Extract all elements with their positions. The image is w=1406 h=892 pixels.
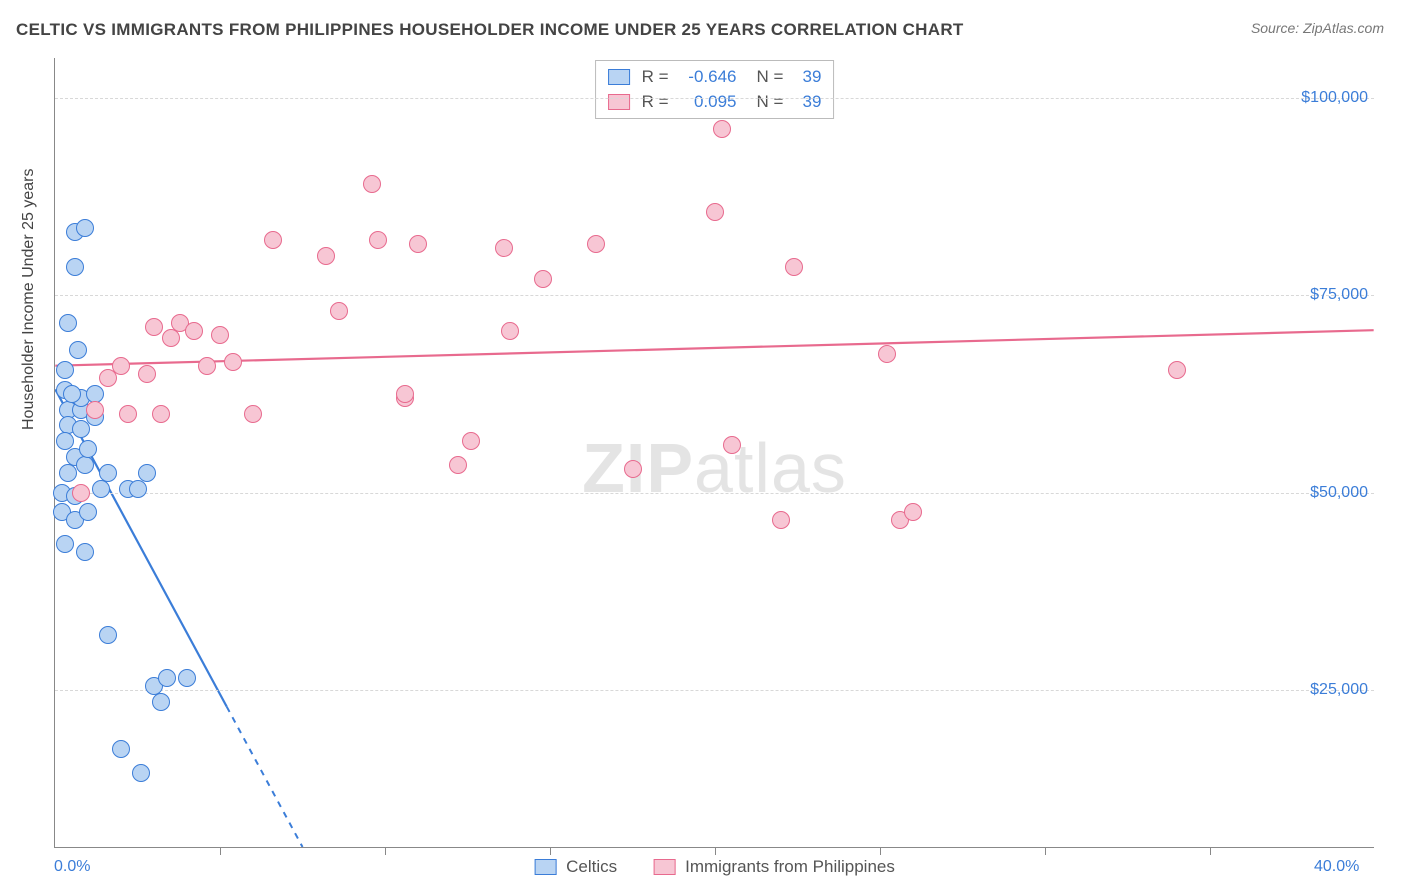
stat-N-value: 39 [793,90,821,115]
plot-area: ZIPatlas R = -0.646 N = 39 R = 0.095 N =… [54,58,1374,848]
legend-label: Celtics [566,857,617,877]
stat-N-label: N = [757,90,784,115]
legend-row-philippines: R = 0.095 N = 39 [608,90,822,115]
data-point [317,247,335,265]
data-point [904,503,922,521]
x-tick [550,847,551,855]
data-point [185,322,203,340]
data-point [495,239,513,257]
data-point [112,357,130,375]
data-point [59,314,77,332]
data-point [501,322,519,340]
data-point [462,432,480,450]
data-point [112,740,130,758]
data-point [63,385,81,403]
x-axis-max: 40.0% [1314,858,1359,876]
data-point [76,219,94,237]
swatch-icon [534,859,556,875]
data-point [66,258,84,276]
data-point [587,235,605,253]
gridline [55,690,1374,691]
data-point [449,456,467,474]
data-point [534,270,552,288]
data-point [119,405,137,423]
trendlines [55,58,1374,847]
data-point [145,318,163,336]
legend-label: Immigrants from Philippines [685,857,895,877]
legend-item-celtics: Celtics [534,857,617,877]
gridline [55,493,1374,494]
data-point [244,405,262,423]
data-point [72,484,90,502]
data-point [138,464,156,482]
source-credit: Source: ZipAtlas.com [1251,20,1384,36]
data-point [369,231,387,249]
legend-item-philippines: Immigrants from Philippines [653,857,895,877]
data-point [785,258,803,276]
data-point [706,203,724,221]
data-point [211,326,229,344]
swatch-icon [608,69,630,85]
y-axis-label: Householder Income Under 25 years [20,169,38,430]
data-point [92,480,110,498]
x-tick [385,847,386,855]
data-point [158,669,176,687]
chart-title: CELTIC VS IMMIGRANTS FROM PHILIPPINES HO… [16,20,964,40]
data-point [56,361,74,379]
x-tick [1210,847,1211,855]
data-point [723,436,741,454]
data-point [152,405,170,423]
gridline [55,295,1374,296]
data-point [99,626,117,644]
watermark: ZIPatlas [582,428,847,508]
y-tick-label: $100,000 [1301,89,1368,107]
x-tick [715,847,716,855]
data-point [59,464,77,482]
data-point [624,460,642,478]
stat-R-value: -0.646 [679,65,737,90]
y-tick-label: $75,000 [1310,286,1368,304]
stat-R-label: R = [642,90,669,115]
data-point [330,302,348,320]
x-axis-min: 0.0% [54,858,90,876]
gridline [55,98,1374,99]
data-point [162,329,180,347]
data-point [409,235,427,253]
data-point [713,120,731,138]
legend-row-celtics: R = -0.646 N = 39 [608,65,822,90]
stat-N-value: 39 [793,65,821,90]
data-point [129,480,147,498]
series-legend: Celtics Immigrants from Philippines [534,857,895,877]
x-tick [220,847,221,855]
stat-R-value: 0.095 [679,90,737,115]
swatch-icon [653,859,675,875]
data-point [79,503,97,521]
data-point [772,511,790,529]
data-point [1168,361,1186,379]
data-point [79,440,97,458]
data-point [56,535,74,553]
data-point [69,341,87,359]
data-point [152,693,170,711]
data-point [878,345,896,363]
data-point [132,764,150,782]
data-point [264,231,282,249]
y-tick-label: $50,000 [1310,484,1368,502]
stat-N-label: N = [757,65,784,90]
data-point [198,357,216,375]
y-tick-label: $25,000 [1310,681,1368,699]
data-point [178,669,196,687]
stat-R-label: R = [642,65,669,90]
x-tick [1045,847,1046,855]
data-point [86,401,104,419]
data-point [138,365,156,383]
data-point [76,456,94,474]
data-point [224,353,242,371]
data-point [396,385,414,403]
x-tick [880,847,881,855]
correlation-legend: R = -0.646 N = 39 R = 0.095 N = 39 [595,60,835,119]
swatch-icon [608,94,630,110]
data-point [76,543,94,561]
data-point [363,175,381,193]
